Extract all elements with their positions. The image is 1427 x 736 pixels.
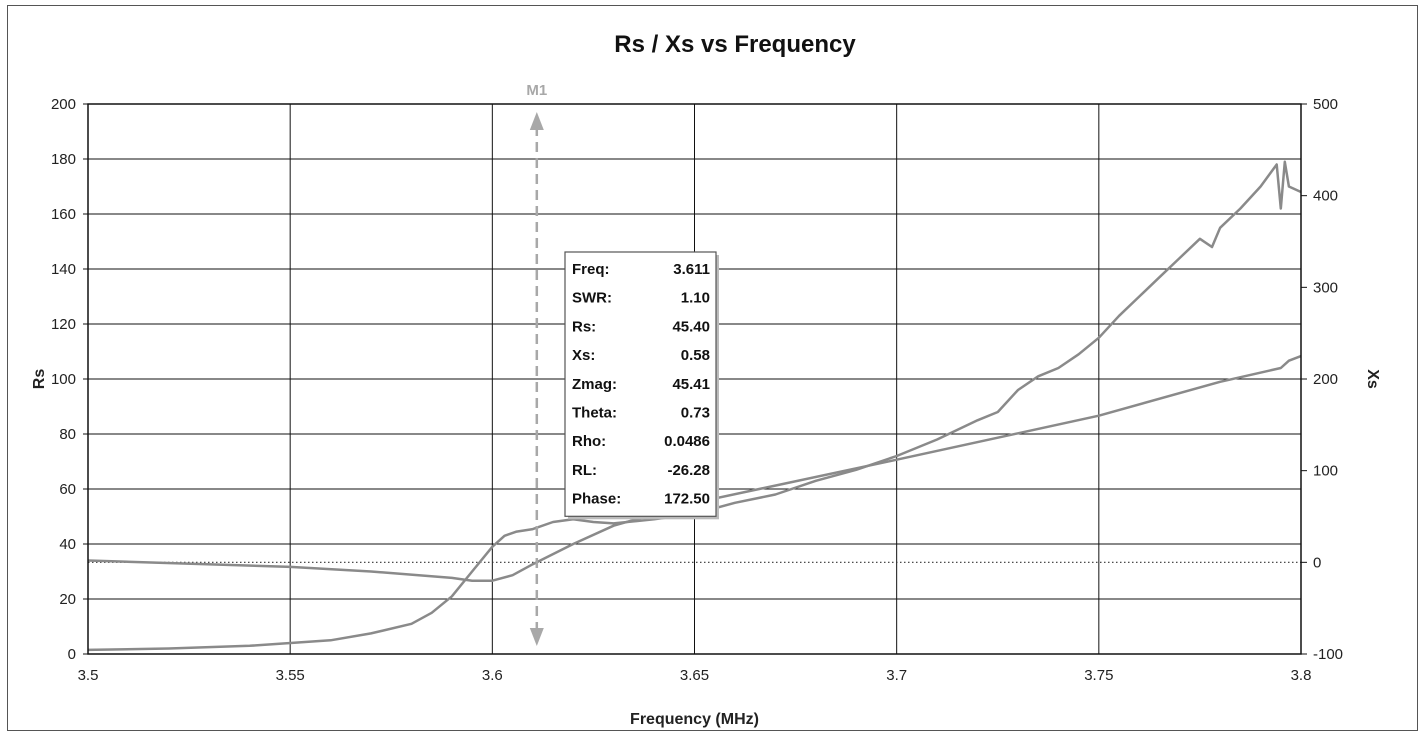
marker-arrow-down-icon <box>529 628 544 646</box>
y-left-tick-label: 20 <box>59 591 76 608</box>
chart-title: Rs / Xs vs Frequency <box>614 31 856 58</box>
info-row-value: 172.50 <box>664 491 710 508</box>
info-row-value: 3.611 <box>673 261 710 278</box>
y-left-tick-label: 0 <box>68 646 76 663</box>
marker-info-box: Freq: 3.611 SWR: 1.10 Rs: 45.40 Xs: 0.58 Zmag: 45… <box>564 251 719 520</box>
info-row-label: Theta: <box>572 405 617 422</box>
y-left-tick-label: 180 <box>51 151 76 168</box>
info-row-value: 45.41 <box>672 376 710 393</box>
y-right-tick-label: 200 <box>1313 371 1338 388</box>
x-tick-label: 3.6 <box>482 667 503 684</box>
y-left-tick-label: 200 <box>51 96 76 113</box>
y-axis-left-label: Rs <box>31 369 48 390</box>
marker-label: M1 <box>526 82 547 99</box>
y-right-tick-label: 100 <box>1313 463 1338 480</box>
info-row-value: 0.0486 <box>664 433 710 450</box>
info-row-label: SWR: <box>572 290 612 307</box>
info-row-value: 0.73 <box>681 405 710 422</box>
info-row-value: 1.10 <box>681 290 710 307</box>
info-row-label: Xs: <box>572 347 595 364</box>
y-left-tick-label: 40 <box>59 536 76 553</box>
marker-arrow-up-icon <box>529 112 544 130</box>
info-box-background <box>564 251 717 517</box>
y-right-tick-label: -100 <box>1313 646 1343 663</box>
tick-labels: 3.5 3.55 3.6 3.65 3.7 3.75 3.8 0 20 40 60 80 100 120 1… <box>51 96 1343 684</box>
y-left-tick-label: 120 <box>51 316 76 333</box>
info-row-label: Rho: <box>572 433 606 450</box>
marker-m1[interactable]: M1 <box>526 82 547 646</box>
y-right-tick-label: 0 <box>1313 554 1321 571</box>
x-tick-label: 3.55 <box>276 667 305 684</box>
y-left-tick-label: 80 <box>59 426 76 443</box>
x-tick-label: 3.65 <box>680 667 709 684</box>
info-row-label: Zmag: <box>572 376 617 393</box>
info-row-value: 45.40 <box>672 318 710 335</box>
y-left-tick-label: 140 <box>51 261 76 278</box>
xs-series-line <box>87 354 1302 582</box>
info-row-value: -26.28 <box>667 462 710 479</box>
y-right-tick-label: 500 <box>1313 96 1338 113</box>
x-tick-label: 3.8 <box>1291 667 1312 684</box>
plot-area <box>87 103 1302 655</box>
y-axis-right-label: Xs <box>1364 369 1381 389</box>
info-row-value: 0.58 <box>681 347 710 364</box>
info-row-label: RL: <box>572 462 597 479</box>
info-row-label: Freq: <box>572 261 610 278</box>
info-row-label: Rs: <box>572 318 596 335</box>
y-right-tick-label: 400 <box>1313 188 1338 205</box>
y-left-tick-label: 160 <box>51 206 76 223</box>
info-row-label: Phase: <box>572 491 621 508</box>
x-tick-label: 3.75 <box>1084 667 1113 684</box>
x-tick-label: 3.7 <box>886 667 907 684</box>
series-layer <box>87 160 1302 652</box>
y-left-tick-label: 60 <box>59 481 76 498</box>
x-tick-label: 3.5 <box>78 667 99 684</box>
y-left-tick-label: 100 <box>51 371 76 388</box>
x-axis-label: Frequency (MHz) <box>630 711 759 728</box>
y-right-tick-label: 300 <box>1313 279 1338 296</box>
